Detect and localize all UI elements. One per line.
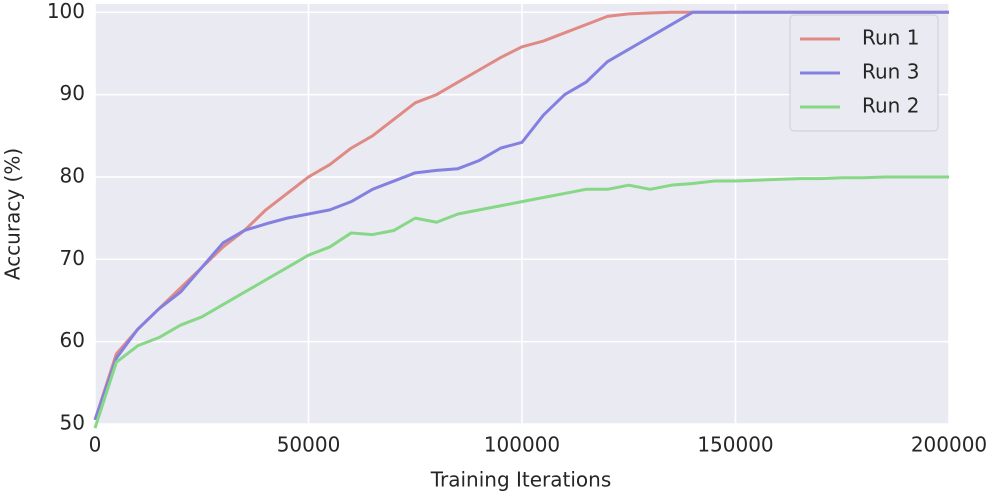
x-tick-label: 100000 bbox=[484, 433, 560, 457]
legend-label: Run 1 bbox=[862, 26, 919, 50]
x-tick-label: 150000 bbox=[697, 433, 773, 457]
series-line bbox=[93, 10, 949, 421]
series-line bbox=[93, 175, 949, 429]
y-tick-label: 70 bbox=[60, 246, 85, 270]
y-tick-label: 80 bbox=[60, 163, 85, 187]
x-tick-label: 0 bbox=[89, 433, 102, 457]
x-tick-label: 50000 bbox=[277, 433, 341, 457]
legend-box bbox=[789, 14, 939, 132]
y-tick-label: 50 bbox=[60, 411, 85, 435]
y-tick-label: 100 bbox=[47, 0, 85, 23]
legend-label: Run 2 bbox=[862, 94, 919, 118]
y-tick-label: 90 bbox=[60, 81, 85, 105]
x-axis-label: Training Iterations bbox=[430, 468, 612, 492]
legend-label: Run 3 bbox=[862, 60, 919, 84]
y-axis-label: Accuracy (%) bbox=[1, 148, 25, 280]
x-tick-label: 200000 bbox=[911, 433, 987, 457]
y-tick-label: 60 bbox=[60, 328, 85, 352]
